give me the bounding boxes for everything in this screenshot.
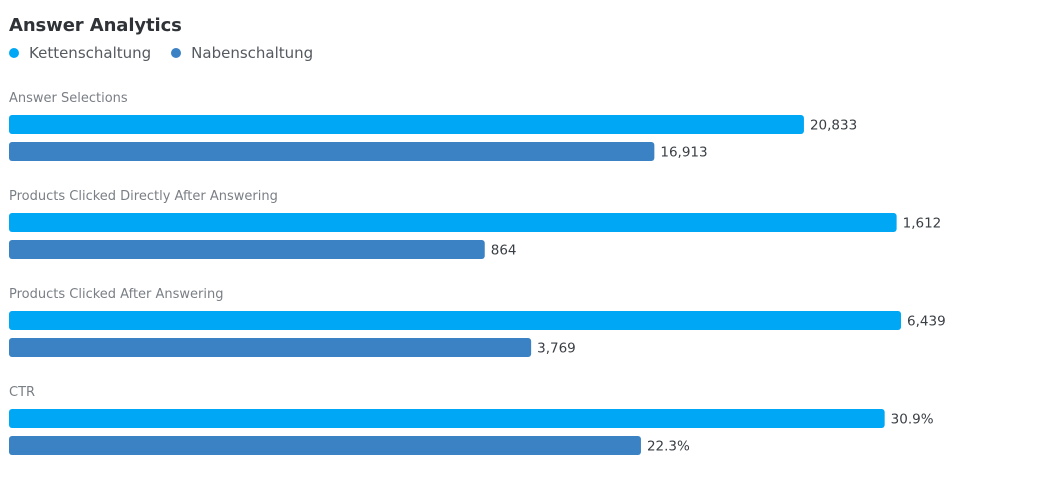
legend-label-kettenschaltung: Kettenschaltung [29,44,152,62]
data-label: 3,769 [537,341,576,357]
legend-dot-nabenschaltung [171,48,182,58]
data-label: 30.9% [891,412,934,428]
data-label: 6,439 [907,314,946,330]
bar-kettenschaltung[interactable] [9,115,804,134]
bar-nabenschaltung[interactable] [9,142,655,161]
data-label: 20,833 [810,118,857,134]
bar-group-ctr: CTR 30.9% 22.3% [9,385,934,455]
legend: Kettenschaltung Nabenschaltung [9,42,333,64]
bar-group-products-clicked-after-answering: Products Clicked After Answering 6,439 3,7… [9,287,946,357]
legend-item-kettenschaltung[interactable]: Kettenschaltung [9,44,151,62]
legend-label-nabenschaltung: Nabenschaltung [191,44,314,62]
category-label: Products Clicked Directly After Answerin… [9,189,278,204]
chart-header: Answer Analytics Kettenschaltung Nabensc… [9,14,333,64]
bar-group-products-clicked-directly-after-answering: Products Clicked Directly After Answerin… [9,189,941,259]
category-label: Answer Selections [9,91,128,106]
data-label: 1,612 [903,216,942,232]
chart-title: Answer Analytics [9,15,182,36]
bar-nabenschaltung[interactable] [9,436,641,455]
data-label: 16,913 [660,145,707,161]
bar-kettenschaltung[interactable] [9,409,885,428]
bar-kettenschaltung[interactable] [9,213,897,232]
legend-dot-kettenschaltung [9,48,19,58]
category-label: Products Clicked After Answering [9,287,224,302]
bar-nabenschaltung[interactable] [9,338,532,357]
data-label: 864 [491,243,517,259]
legend-item-nabenschaltung[interactable]: Nabenschaltung [171,44,313,62]
category-label: CTR [9,385,35,400]
bar-nabenschaltung[interactable] [9,240,485,259]
bar-group-answer-selections: Answer Selections 20,833 16,913 [9,91,857,161]
data-label: 22.3% [647,439,690,455]
bar-kettenschaltung[interactable] [9,311,902,330]
